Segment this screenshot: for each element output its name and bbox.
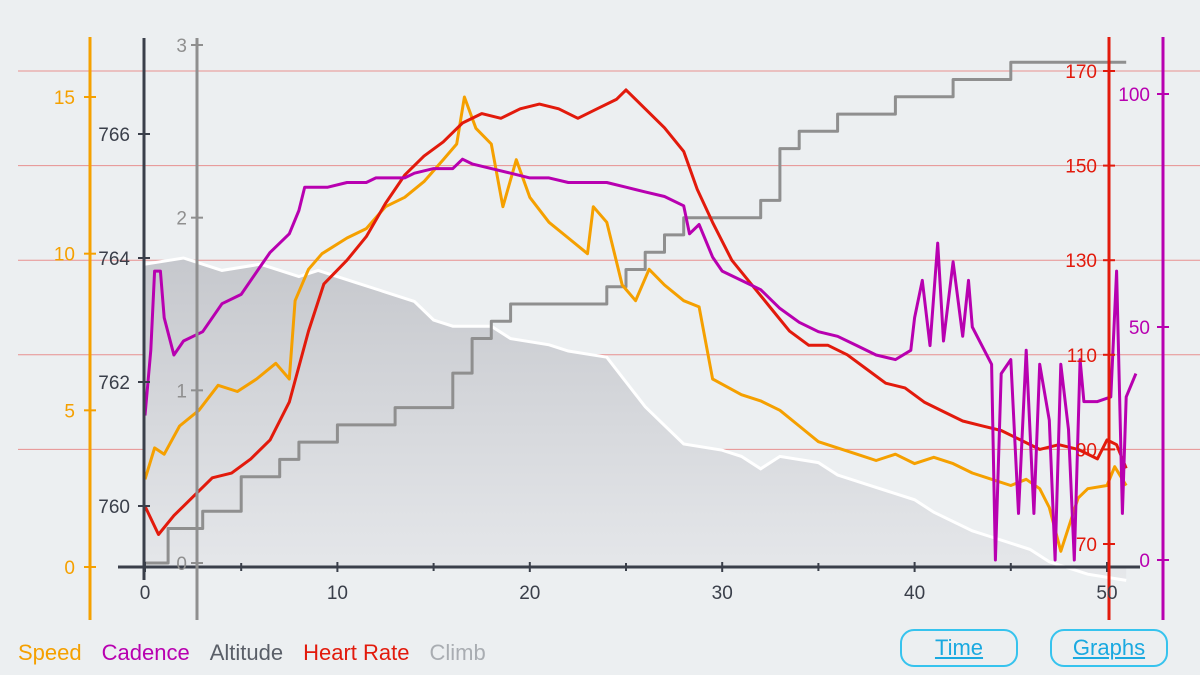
series-line-heart-rate bbox=[143, 88, 1128, 536]
y-tick-label-heart-rate: 90 bbox=[1076, 440, 1097, 461]
y-tick-label-cadence: 100 bbox=[1118, 85, 1150, 106]
y-tick-label-altitude: 762 bbox=[98, 373, 130, 394]
legend: Speed Cadence Altitude Heart Rate Climb bbox=[18, 640, 486, 666]
legend-speed: Speed bbox=[18, 640, 82, 665]
y-tick-label-altitude: 760 bbox=[98, 497, 130, 518]
y-tick-label-speed: 15 bbox=[54, 88, 75, 109]
series-line-speed bbox=[143, 95, 1128, 553]
series-lines bbox=[143, 60, 1138, 565]
axes bbox=[84, 37, 1169, 620]
graphs-button[interactable]: Graphs bbox=[1050, 629, 1168, 667]
y-tick-label-climb: 2 bbox=[176, 209, 187, 230]
y-tick-label-heart-rate: 150 bbox=[1065, 157, 1097, 178]
y-tick-label-climb: 1 bbox=[176, 381, 187, 402]
y-tick-label-heart-rate: 170 bbox=[1065, 62, 1097, 83]
x-tick-label: 30 bbox=[712, 583, 733, 604]
y-tick-label-heart-rate: 110 bbox=[1067, 346, 1097, 367]
y-tick-label-speed: 5 bbox=[64, 401, 75, 422]
series-line-climb bbox=[145, 60, 1127, 565]
x-tick-label: 20 bbox=[519, 583, 540, 604]
x-tick-label: 40 bbox=[904, 583, 925, 604]
y-tick-label-cadence: 50 bbox=[1129, 318, 1150, 339]
altitude-line bbox=[144, 256, 1127, 582]
y-tick-label-heart-rate: 130 bbox=[1065, 251, 1097, 272]
y-tick-label-climb: 0 bbox=[176, 554, 187, 575]
tick-labels: 0 10 20 30 40 50 0 5 10 15 760 762 764 766 0 1 2 3 70 90 110… bbox=[54, 36, 1150, 604]
y-tick-label-climb: 3 bbox=[176, 36, 187, 57]
y-tick-label-speed: 10 bbox=[54, 245, 75, 266]
y-tick-label-speed: 0 bbox=[64, 558, 75, 579]
legend-climb: Climb bbox=[429, 640, 486, 665]
series-line-cadence bbox=[143, 157, 1138, 562]
altitude-area-fill bbox=[145, 258, 1127, 581]
y-tick-label-altitude: 764 bbox=[98, 249, 130, 270]
y-tick-label-heart-rate: 70 bbox=[1076, 535, 1097, 556]
legend-cadence: Cadence bbox=[101, 640, 190, 665]
x-tick-label: 10 bbox=[327, 583, 348, 604]
time-button[interactable]: Time bbox=[900, 629, 1018, 667]
y-tick-label-altitude: 766 bbox=[98, 125, 130, 146]
altitude-area bbox=[144, 256, 1127, 582]
legend-altitude: Altitude bbox=[209, 640, 284, 665]
legend-heart-rate: Heart Rate bbox=[303, 640, 410, 665]
y-tick-label-cadence: 0 bbox=[1139, 551, 1150, 572]
x-tick-label: 0 bbox=[140, 583, 151, 604]
x-tick-label: 50 bbox=[1096, 583, 1117, 604]
